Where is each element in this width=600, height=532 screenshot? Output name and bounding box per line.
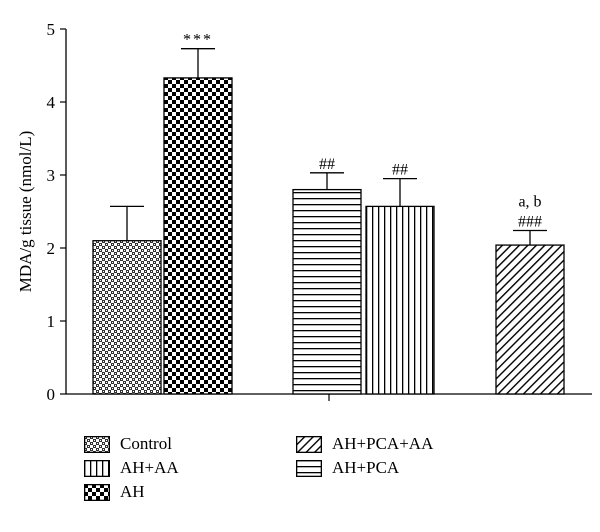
- legend-label: AH: [120, 482, 145, 501]
- significance-label: ###: [518, 213, 542, 230]
- significance-label: ***: [183, 32, 213, 49]
- significance-label: ##: [319, 156, 335, 173]
- legend-item: AH+PCA+AA: [296, 432, 433, 456]
- legend-item: AH+AA: [84, 456, 179, 480]
- significance-label: ##: [392, 162, 408, 179]
- bar: [92, 240, 162, 395]
- plot-area: 0 1 2 3 4 5 MDA/g tissue (nmol/L) *** ## ## a, b ##…: [16, 20, 592, 404]
- legend-swatch: [296, 459, 322, 477]
- bar: [292, 188, 362, 395]
- legend-item: AH+PCA: [296, 456, 399, 480]
- legend-swatch: [84, 483, 110, 501]
- y-axis-label: MDA/g tissue (nmol/L): [16, 131, 35, 293]
- y-tick-label: 1: [47, 312, 56, 331]
- y-tick-label: 0: [47, 385, 56, 404]
- y-tick-label: 4: [47, 93, 56, 112]
- y-tick-label: 5: [47, 20, 56, 39]
- legend-swatch: [84, 459, 110, 477]
- legend-item: AH: [84, 480, 145, 504]
- y-tick-label: 2: [47, 239, 56, 258]
- legend-label: AH+PCA: [332, 458, 400, 477]
- y-tick-label: 3: [47, 166, 56, 185]
- legend-item: Control: [84, 432, 172, 456]
- bar: [495, 244, 565, 395]
- legend-swatch: [296, 435, 322, 453]
- bar: [163, 77, 233, 395]
- legend: Control AH+AA AH AH+PCA+AA AH+PCA: [84, 432, 564, 528]
- bar: [365, 205, 435, 395]
- legend-label: AH+AA: [120, 458, 179, 477]
- legend-label: AH+PCA+AA: [332, 434, 434, 453]
- significance-label: a, b: [518, 193, 541, 210]
- legend-label: Control: [120, 434, 172, 453]
- legend-swatch: [84, 435, 110, 453]
